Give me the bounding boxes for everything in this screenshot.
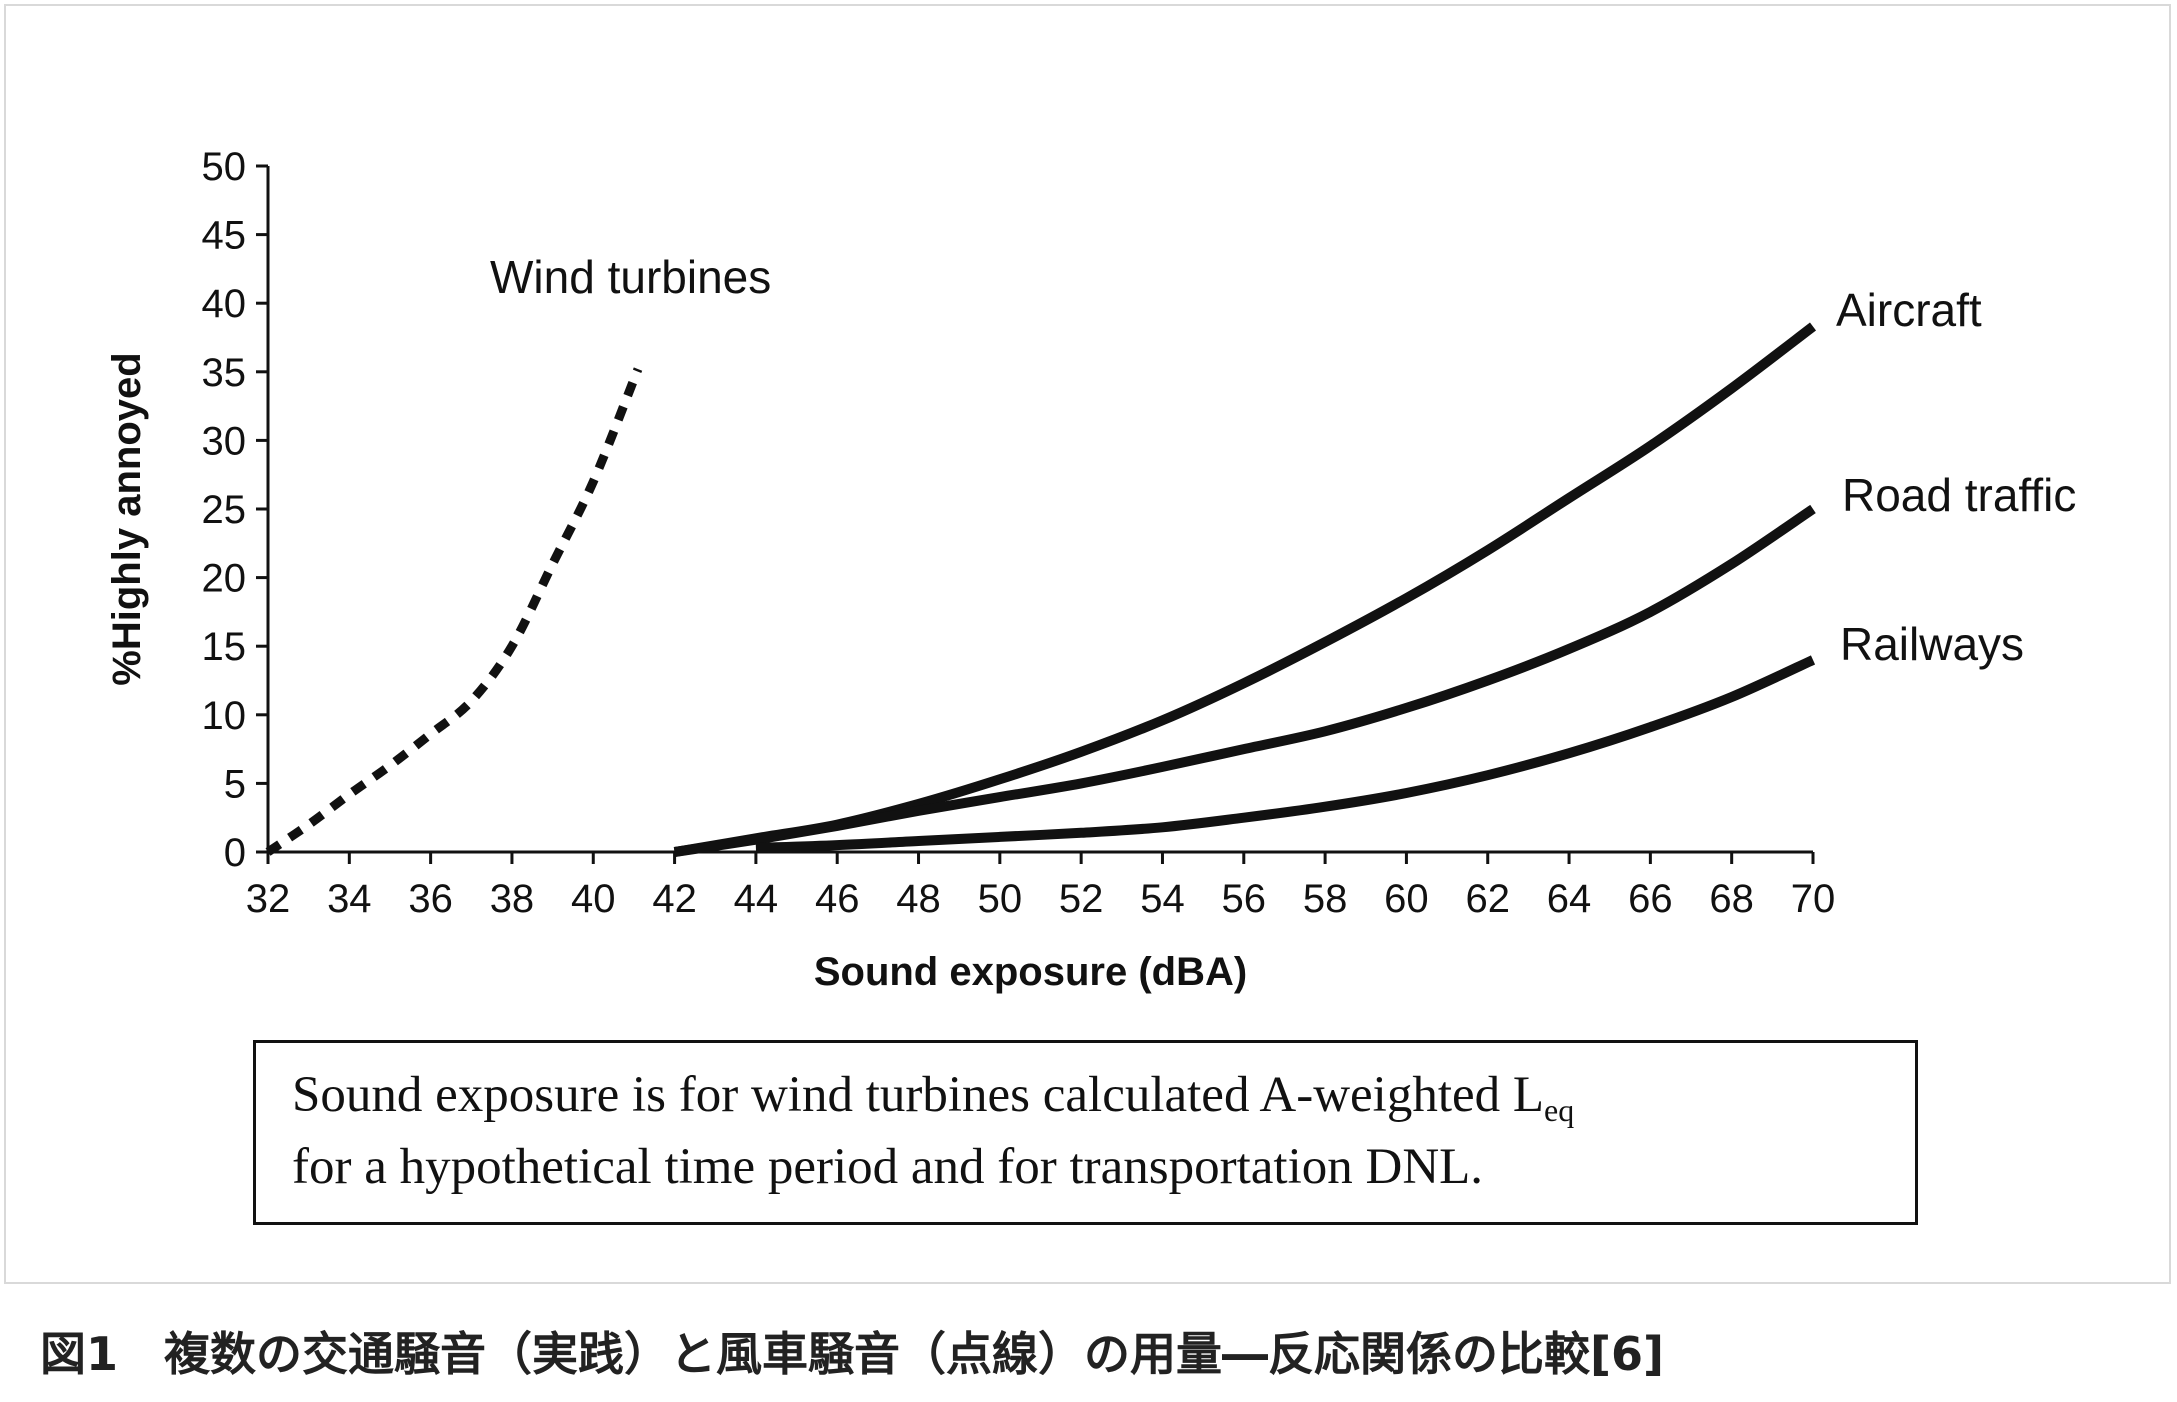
note-line-1-text: Sound exposure is for wind turbines calc… — [292, 1067, 1545, 1123]
y-tick-label: 15 — [202, 625, 247, 669]
x-tick-label: 50 — [978, 877, 1023, 921]
y-tick-label: 5 — [224, 762, 246, 806]
x-tick-label: 52 — [1059, 877, 1104, 921]
x-tick-label: 48 — [896, 877, 941, 921]
y-axis-title: %Highly annoyed — [105, 352, 149, 685]
note-line-1: Sound exposure is for wind turbines calc… — [292, 1059, 1879, 1131]
series-label-aircraft: Aircraft — [1836, 284, 1982, 336]
figure-caption: 図1 複数の交通騒音（実践）と風車騒音（点線）の用量―反応関係の比較[6] — [40, 1327, 1665, 1381]
x-tick-label: 46 — [815, 877, 860, 921]
x-tick-label: 34 — [327, 877, 372, 921]
y-tick-label: 10 — [202, 694, 247, 738]
y-tick-label: 40 — [202, 282, 247, 326]
series-label-railways: Railways — [1840, 618, 2024, 670]
x-tick-label: 58 — [1303, 877, 1348, 921]
y-tick-label: 25 — [202, 488, 247, 532]
figure-frame — [4, 4, 2171, 1284]
x-tick-label: 70 — [1791, 877, 1836, 921]
x-tick-label: 60 — [1384, 877, 1429, 921]
series-label-road-traffic: Road traffic — [1842, 469, 2076, 521]
chart: 32 34 36 38 40 42 44 46 48 50 52 54 56 58 60 62 64 66 68 70… — [105, 145, 2076, 994]
y-tick-label: 50 — [202, 145, 247, 189]
x-axis-title: Sound exposure (dBA) — [814, 950, 1247, 994]
y-tick-label: 20 — [202, 557, 247, 601]
series-line-aircraft — [673, 322, 1817, 857]
series-line-railways — [755, 655, 1816, 853]
x-tick-label: 54 — [1140, 877, 1185, 921]
x-tick-label: 44 — [734, 877, 779, 921]
note-box: Sound exposure is for wind turbines calc… — [253, 1040, 1918, 1225]
x-tick-label: 40 — [571, 877, 616, 921]
x-tick-label: 62 — [1465, 877, 1510, 921]
x-tick-label: 68 — [1709, 877, 1754, 921]
chart-series — [265, 322, 1817, 857]
note-line-2: for a hypothetical time period and for t… — [292, 1139, 1484, 1195]
series-line-road-traffic — [673, 504, 1816, 857]
series-label-wind-turbines: Wind turbines — [490, 251, 771, 303]
y-tick-label: 30 — [202, 419, 247, 463]
chart-axes: 32 34 36 38 40 42 44 46 48 50 52 54 56 58 60 62 64 66 68 70… — [202, 145, 1836, 921]
x-tick-label: 42 — [652, 877, 697, 921]
x-tick-label: 64 — [1547, 877, 1592, 921]
series-line-wind-turbines — [265, 367, 643, 856]
y-tick-label: 45 — [202, 214, 247, 258]
chart-labels: Sound exposure (dBA) %Highly annoyed Wind … — [105, 251, 2076, 994]
y-tick-label: 0 — [224, 831, 246, 875]
x-tick-label: 32 — [246, 877, 291, 921]
y-tick-label: 35 — [202, 351, 247, 395]
x-tick-label: 38 — [490, 877, 535, 921]
note-subscript: eq — [1544, 1092, 1575, 1128]
x-tick-label: 66 — [1628, 877, 1673, 921]
x-tick-label: 36 — [408, 877, 453, 921]
x-tick-label: 56 — [1222, 877, 1267, 921]
